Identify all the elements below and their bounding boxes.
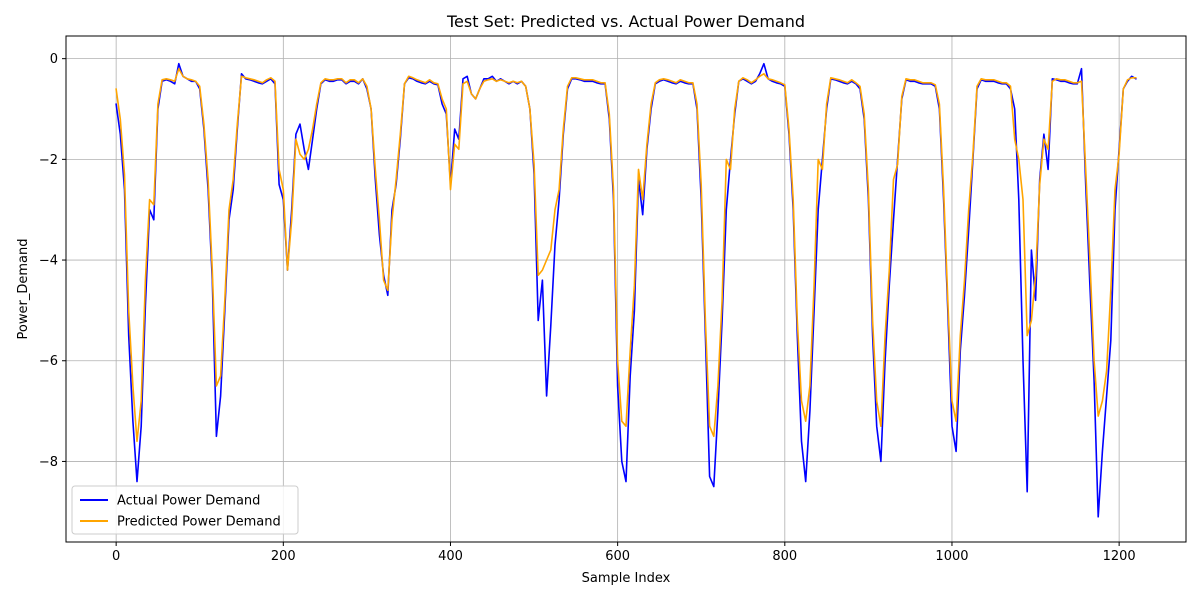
- y-tick-label: −4: [39, 254, 58, 269]
- x-tick-label: 1200: [1103, 549, 1136, 564]
- legend-box: [71, 485, 299, 535]
- x-axis-title: Sample Index: [582, 571, 671, 586]
- y-axis-title: Power_Demand: [16, 239, 31, 340]
- grid-lines: [66, 36, 1186, 542]
- legend: Actual Power Demand Predicted Power Deman…: [71, 485, 299, 535]
- x-tick-label: 200: [271, 549, 296, 564]
- y-tick-label: −8: [39, 455, 58, 470]
- legend-label: Actual Power Demand: [117, 494, 260, 509]
- axis-ticks: 0 200 400 600 800 1000 1200 0 −2 −4 −6 −8: [39, 52, 1136, 564]
- predicted-series-line: [115, 67, 1137, 443]
- y-tick-label: 0: [50, 52, 58, 67]
- y-tick-label: −6: [39, 354, 58, 369]
- x-tick-label: 800: [772, 549, 797, 564]
- plot-frame: [65, 35, 1187, 543]
- x-tick-label: 1000: [935, 549, 968, 564]
- x-tick-label: 0: [112, 549, 120, 564]
- series-lines: [115, 62, 1137, 518]
- x-tick-label: 400: [438, 549, 463, 564]
- legend-label: Predicted Power Demand: [117, 515, 281, 530]
- x-tick-label: 600: [605, 549, 630, 564]
- y-tick-label: −2: [39, 153, 58, 168]
- chart-title: Test Set: Predicted vs. Actual Power Dem…: [446, 12, 805, 31]
